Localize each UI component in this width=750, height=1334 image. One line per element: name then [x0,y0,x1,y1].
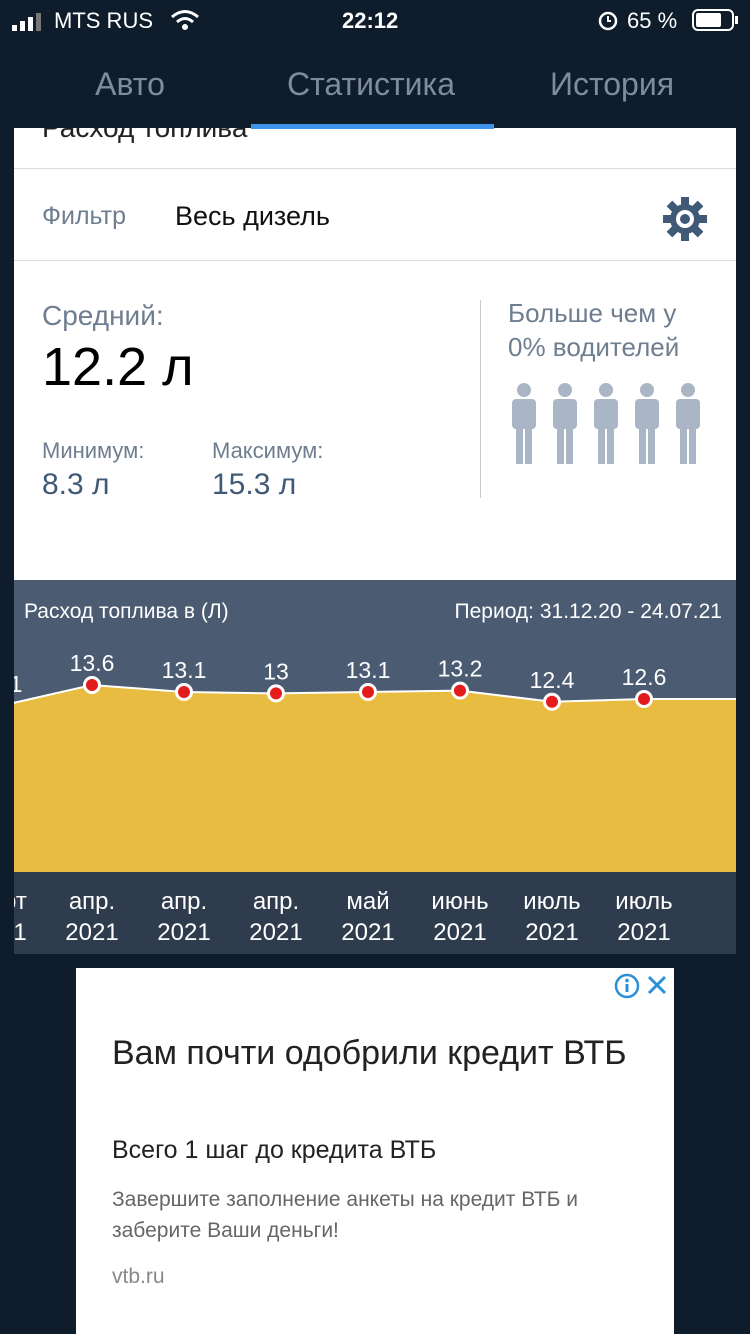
tab-bar [0,40,750,128]
marker [543,692,561,711]
x-tick-label: 2021 [617,919,670,946]
x-tick-label: июль [615,888,672,915]
x-tick-label: 2021 [433,919,486,946]
value-label: 13.1 [162,657,207,683]
min-label: Минимум: [42,438,145,463]
person-body [512,399,536,429]
ad-title[interactable]: Вам почти одобрили кредит ВТБ [112,1034,627,1072]
x-axis-band [14,872,736,954]
separator [14,260,736,261]
person-leg [639,426,646,464]
stats-card [14,110,736,580]
chart: Расход топлива в (Л) Период: 31.12.20 - … [0,580,736,954]
filter-value[interactable]: Весь дизель [175,201,330,231]
value-label: 12.1 [0,671,22,697]
person-leg [598,426,605,464]
value-label: 13.6 [70,650,115,676]
person-head [640,383,654,397]
value-label: 12.6 [622,664,667,690]
person-body [553,399,577,429]
tab[interactable]: История [549,66,675,102]
x-tick-label: июль [523,888,580,915]
x-tick-label: 2021 [341,919,394,946]
person-leg [566,426,573,464]
marker [267,684,285,703]
x-tick-label: 2021 [525,919,578,946]
person-head [558,383,572,397]
ad-text: Завершите заполнение анкеты на кредит ВТ… [112,1188,579,1242]
area [14,685,736,872]
marker [451,681,469,700]
value-label: 12.4 [530,667,575,693]
ad-domain: vtb.ru [112,1265,165,1288]
x-tick-label: 2021 [65,919,118,946]
person-leg [680,426,687,464]
marker [359,683,377,701]
max-value: 15.3 л [212,468,297,501]
x-tick-label: апр. [253,888,299,915]
tab[interactable]: Авто [95,66,165,102]
carrier: MTS RUS [54,8,153,33]
average-value: 12.2 л [42,337,194,397]
person-body [594,399,618,429]
ad-controls[interactable] [614,972,672,1000]
tab-underline [251,124,494,129]
marker [635,690,653,708]
value-label: 13.2 [438,656,483,682]
x-tick-label: май [346,888,389,915]
person-leg [525,426,532,464]
battery-percent: 65 % [627,8,678,33]
person-head [681,383,695,397]
marker [0,699,8,714]
person-leg [607,426,614,464]
value-label: 13 [263,658,289,684]
person-icon [594,383,618,464]
battery-icon [692,9,738,31]
x-tick-label: 2021 [0,919,27,946]
chart-subtitle: Период: 31.12.20 - 24.07.21 [455,600,722,623]
person-icon [635,383,659,464]
min-value: 8.3 л [42,468,110,501]
person-leg [648,426,655,464]
people-icons [512,383,700,464]
alarm-icon [598,11,618,31]
comparison-line: 0% водителей [508,332,680,362]
person-leg [689,426,696,464]
person-icon [553,383,577,464]
ad-subtitle: Всего 1 шаг до кредита ВТБ [112,1136,437,1164]
max-label: Максимум: [212,438,324,463]
filter-label: Фильтр [42,202,126,230]
clock: 22:12 [342,8,399,33]
settings-icon[interactable] [662,196,708,242]
ad-card[interactable] [76,968,674,1334]
comparison-line: Больше чем у [508,298,677,328]
marker [175,683,193,701]
x-tick-label: 2021 [249,919,302,946]
x-tick-label: апр. [161,888,207,915]
person-icon [512,383,536,464]
separator [14,168,736,169]
x-tick-label: апр. [69,888,115,915]
person-body [676,399,700,429]
signal-icon [12,13,41,31]
x-tick-label: июнь [431,888,488,915]
person-head [517,383,531,397]
person-leg [516,426,523,464]
person-body [635,399,659,429]
tab[interactable]: Статистика [286,66,456,102]
x-tick-label: 2021 [157,919,210,946]
wifi-icon [171,10,199,30]
divider [480,300,481,498]
x-tick-label: март [0,888,27,915]
value-label: 13.1 [346,657,391,683]
person-leg [557,426,564,464]
marker [83,676,101,694]
person-icon [676,383,700,464]
average-label: Средний: [42,300,164,331]
person-head [599,383,613,397]
chart-title: Расход топлива в (Л) [24,600,229,623]
